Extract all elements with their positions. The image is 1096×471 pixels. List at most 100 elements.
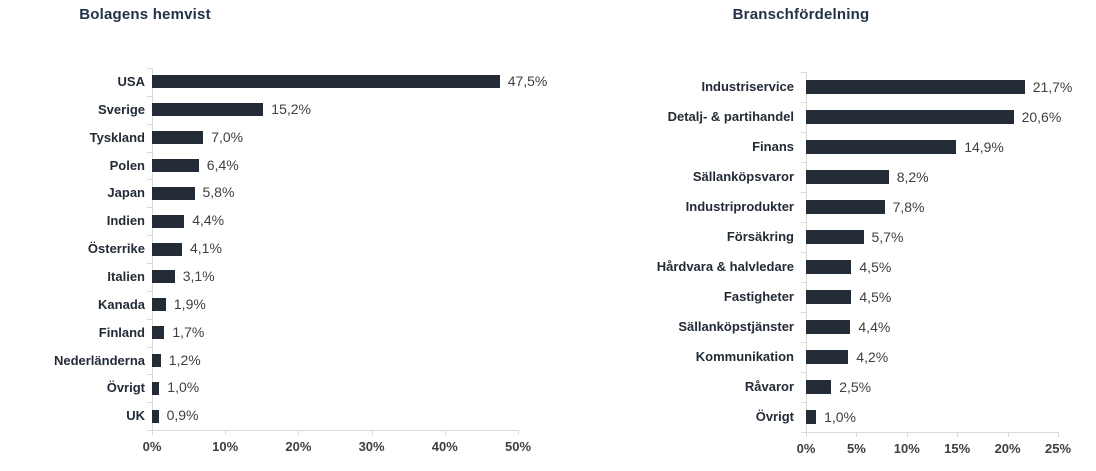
- y-axis-line: [806, 72, 807, 432]
- y-axis-tick: [801, 102, 806, 103]
- bar-value-label: 5,8%: [202, 184, 235, 201]
- bar: [152, 242, 182, 256]
- category-label: Detalj- & partihandel: [667, 109, 794, 124]
- category-label: Polen: [109, 157, 145, 173]
- bar-value-label: 4,2%: [856, 349, 889, 365]
- category-label: Japan: [107, 185, 145, 201]
- x-tick-label: 40%: [431, 439, 458, 455]
- bar: [806, 230, 864, 244]
- x-axis-tick: [298, 430, 300, 436]
- bar-value-label: 1,0%: [167, 379, 200, 396]
- y-axis-tick: [801, 402, 806, 403]
- category-label: Österrike: [87, 241, 145, 257]
- bar-value-label: 8,2%: [896, 169, 929, 185]
- bar-value-label: 1,2%: [168, 351, 201, 368]
- y-axis-tick: [801, 342, 806, 343]
- y-axis-tick: [147, 235, 152, 237]
- bar-value-label: 20,6%: [1021, 109, 1062, 125]
- bar-value-label: 4,4%: [192, 212, 225, 229]
- y-axis-tick: [801, 72, 806, 73]
- x-tick-label: 50%: [504, 439, 532, 455]
- bar-value-label: 1,9%: [173, 295, 206, 312]
- y-axis-tick: [801, 222, 806, 223]
- x-tick-label: 10%: [893, 441, 920, 456]
- bar-value-label: 5,7%: [871, 229, 904, 245]
- x-axis-tick: [152, 430, 153, 436]
- category-label: Försäkring: [726, 229, 794, 244]
- x-tick-label: 20%: [285, 439, 312, 455]
- bar: [806, 260, 852, 274]
- category-label: Italien: [107, 268, 145, 284]
- y-axis-tick: [801, 312, 806, 313]
- bar: [152, 131, 204, 145]
- bar: [806, 170, 889, 184]
- x-axis-tick: [225, 430, 227, 436]
- chart-title: Bolagens hemvist: [79, 6, 211, 23]
- bar-value-label: 1,0%: [824, 409, 857, 425]
- bar-value-label: 4,4%: [858, 319, 891, 335]
- bar-value-label: 7,0%: [211, 128, 244, 145]
- y-axis-tick: [147, 207, 152, 209]
- bar: [152, 270, 175, 284]
- plot-area: Industriservice 21,7% Detalj- & partihande…: [548, 0, 1096, 471]
- bar: [806, 380, 832, 394]
- x-tick-label: 25%: [1044, 441, 1072, 456]
- x-axis-line: [806, 432, 1058, 433]
- x-tick-label: 10%: [212, 439, 239, 455]
- bar: [152, 103, 264, 117]
- x-tick-label: 0%: [796, 441, 816, 456]
- x-tick-label: 20%: [994, 441, 1021, 456]
- category-label: Sällanköpstjänster: [678, 319, 794, 334]
- x-axis-tick: [1007, 432, 1009, 437]
- x-tick-label: 0%: [142, 439, 162, 455]
- y-axis-tick: [147, 95, 152, 97]
- y-axis-tick: [147, 402, 152, 404]
- x-axis-tick: [856, 432, 858, 437]
- chart-branschfordelning: Branschfördelning Industriservice 21,7% De…: [548, 0, 1096, 471]
- bar: [806, 290, 852, 304]
- bar-value-label: 4,5%: [859, 259, 892, 275]
- bar-value-label: 4,1%: [190, 240, 222, 257]
- category-label: Tyskland: [89, 129, 145, 145]
- bar: [152, 409, 159, 423]
- category-label: Indien: [106, 213, 145, 229]
- y-axis-tick: [147, 290, 152, 292]
- y-axis-tick: [801, 192, 806, 193]
- x-axis-tick: [518, 430, 519, 436]
- x-axis-tick: [906, 432, 908, 437]
- bar: [152, 298, 166, 312]
- x-tick-label: 15%: [944, 441, 971, 456]
- bar-value-label: 14,9%: [964, 139, 1004, 155]
- y-axis-tick: [147, 179, 152, 181]
- bar: [806, 200, 885, 214]
- bar: [152, 186, 195, 200]
- category-label: Övrigt: [755, 409, 794, 424]
- category-label: Kommunikation: [695, 349, 794, 364]
- bar: [152, 326, 165, 340]
- category-label: Nederländerna: [53, 352, 145, 368]
- plot-area: USA 47,5% Sverige 15,2% Tyskland 7,0% Polen 6,4…: [53, 68, 548, 455]
- y-axis-tick: [801, 282, 806, 283]
- category-label: Råvaror: [744, 379, 794, 394]
- bar: [806, 410, 817, 424]
- x-axis-tick: [371, 430, 373, 436]
- bar-value-label: 47,5%: [507, 73, 548, 89]
- chart-bolagens-hemvist: Bolagens hemvist USA 47,5% Sverige 15,2% Tys…: [53, 6, 548, 455]
- y-axis-tick: [147, 151, 152, 153]
- x-axis-tick: [1058, 432, 1059, 437]
- y-axis-tick: [801, 252, 806, 253]
- bar-value-label: 2,5%: [839, 379, 872, 395]
- y-axis-tick: [147, 262, 152, 264]
- bar-value-label: 15,2%: [271, 100, 311, 117]
- x-axis-tick: [444, 430, 446, 436]
- y-axis-tick: [801, 372, 806, 373]
- category-label: Sällanköpsvaror: [692, 169, 794, 184]
- y-axis-tick: [147, 318, 152, 320]
- x-axis-tick: [806, 432, 807, 437]
- bar-value-label: 4,5%: [859, 289, 892, 305]
- x-tick-label: 30%: [358, 439, 385, 455]
- bar: [806, 140, 957, 154]
- bar-value-label: 0,9%: [166, 407, 199, 424]
- bar: [152, 381, 160, 395]
- category-label: Finland: [98, 324, 145, 340]
